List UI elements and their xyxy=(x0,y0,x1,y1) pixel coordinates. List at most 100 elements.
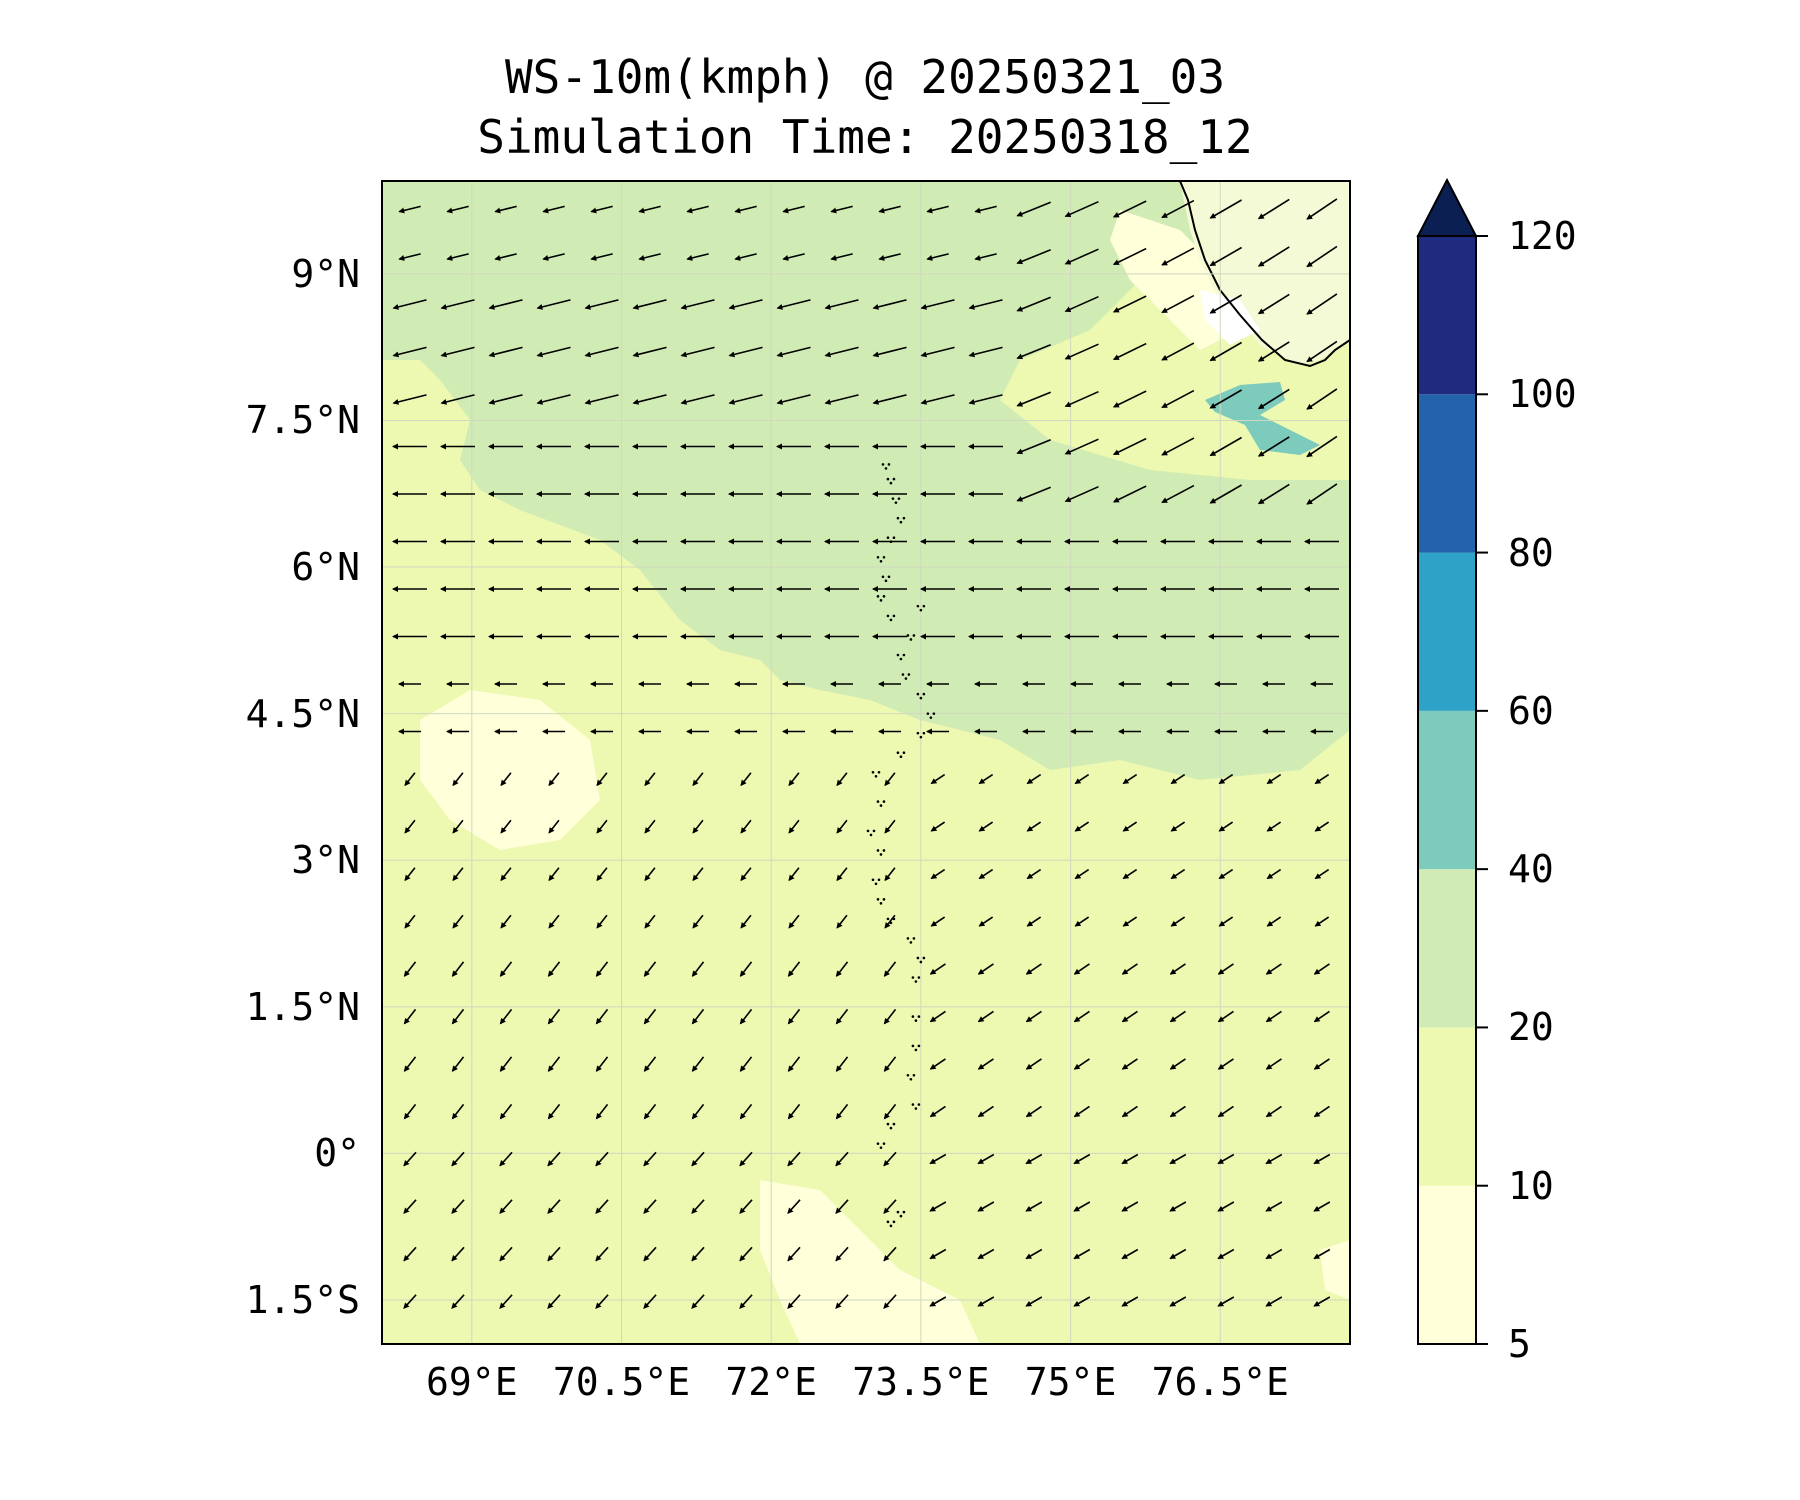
wind-vector xyxy=(691,1199,705,1214)
island-dot xyxy=(896,653,900,657)
wind-vector xyxy=(1112,200,1147,218)
wind-vector xyxy=(494,253,517,261)
wind-vector xyxy=(1025,1105,1042,1118)
wind-vector xyxy=(446,205,469,214)
island-dot xyxy=(909,941,913,944)
wind-vector xyxy=(1306,388,1338,410)
wind-vector xyxy=(643,1103,657,1120)
wind-vector xyxy=(1122,916,1138,927)
island-dot xyxy=(889,481,893,485)
speed-zone-20-40-band xyxy=(382,181,1350,780)
wind-vector xyxy=(1121,963,1138,975)
wind-vector xyxy=(1265,1010,1282,1023)
wind-vector xyxy=(398,205,421,214)
wind-vector xyxy=(1209,294,1242,314)
lon-tick-label: 70.5°E xyxy=(552,1360,691,1404)
wind-vector xyxy=(392,346,427,358)
wind-vector xyxy=(836,819,848,834)
wind-vector xyxy=(734,205,757,214)
island-dot xyxy=(914,980,918,983)
wind-vector xyxy=(883,1151,897,1167)
wind-vector xyxy=(440,299,475,310)
wind-vector xyxy=(1218,916,1234,927)
colorbar-segment xyxy=(1418,1185,1476,1344)
island-dot xyxy=(892,614,896,618)
wind-vector xyxy=(787,1056,801,1072)
wind-vector xyxy=(1306,483,1338,505)
wind-vector xyxy=(1313,1010,1330,1023)
island-dot xyxy=(929,716,933,719)
wind-vector xyxy=(404,819,416,834)
wind-vector xyxy=(883,1246,897,1262)
wind-vector xyxy=(929,1296,947,1307)
wind-vector xyxy=(1257,436,1290,457)
wind-vector xyxy=(644,772,656,787)
island-dot xyxy=(899,520,903,524)
wind-vector xyxy=(977,1105,994,1118)
wind-vector xyxy=(1266,773,1282,785)
wind-vector xyxy=(1265,1058,1282,1070)
wind-vector xyxy=(643,1294,657,1309)
lon-tick-label: 69°E xyxy=(426,1360,518,1404)
wind-vector xyxy=(499,1008,513,1025)
island-dot xyxy=(916,731,920,735)
wind-vector xyxy=(1314,868,1330,880)
wind-vector xyxy=(548,914,560,929)
island-dot xyxy=(916,692,920,696)
wind-vector xyxy=(403,1056,417,1072)
island-dot xyxy=(896,1210,900,1214)
wind-vector xyxy=(686,253,709,261)
wind-vector xyxy=(1306,293,1338,315)
wind-vector xyxy=(1313,1296,1331,1307)
wind-vector xyxy=(930,821,946,832)
wind-vector xyxy=(1073,1153,1091,1165)
island-dot xyxy=(877,878,881,882)
wind-vector xyxy=(740,867,752,882)
wind-vector xyxy=(1170,773,1186,785)
wind-vector xyxy=(584,346,619,358)
wind-vector xyxy=(440,346,475,358)
wind-vector xyxy=(638,205,661,214)
wind-vector xyxy=(824,346,859,358)
island-dot xyxy=(879,804,883,807)
wind-vector xyxy=(787,1246,801,1262)
lat-tick-label: 1.5°S xyxy=(245,1278,360,1323)
island-dot xyxy=(906,937,910,940)
wind-vector xyxy=(643,1008,657,1025)
wind-vector xyxy=(1064,295,1099,313)
wind-vector xyxy=(1265,1105,1282,1118)
wind-vector xyxy=(1025,1201,1043,1212)
wind-vector xyxy=(596,772,608,787)
wind-vector xyxy=(1064,248,1099,265)
wind-vector xyxy=(488,299,523,310)
island-dot xyxy=(887,575,891,579)
wind-vector xyxy=(548,772,560,787)
island-dot xyxy=(914,1107,918,1110)
wind-vector xyxy=(499,1103,513,1120)
wind-vector xyxy=(884,867,896,882)
colorbar-segment xyxy=(1418,710,1476,870)
wind-vector xyxy=(1217,1296,1235,1307)
island-dot xyxy=(902,751,906,755)
wind-vector xyxy=(440,394,475,405)
island-dot xyxy=(876,595,880,598)
island-dot xyxy=(872,829,876,833)
wind-vector xyxy=(1313,1058,1330,1070)
colorbar-segment xyxy=(1418,869,1476,1028)
wind-vector xyxy=(1025,1010,1042,1023)
wind-vector xyxy=(878,205,901,214)
wind-vector xyxy=(787,961,801,977)
island-dot xyxy=(892,477,896,481)
wind-vector xyxy=(1169,1201,1187,1212)
wind-vector xyxy=(734,253,757,261)
wind-vector xyxy=(499,1294,513,1309)
wind-vector xyxy=(644,914,656,929)
wind-vector xyxy=(740,772,752,787)
wind-vector xyxy=(835,1294,849,1309)
wind-vector xyxy=(1218,821,1234,832)
wind-vector xyxy=(977,1248,995,1260)
wind-vector xyxy=(398,253,421,261)
wind-vector xyxy=(692,914,704,929)
wind-vector xyxy=(686,205,709,214)
wind-vector xyxy=(1121,1153,1139,1165)
